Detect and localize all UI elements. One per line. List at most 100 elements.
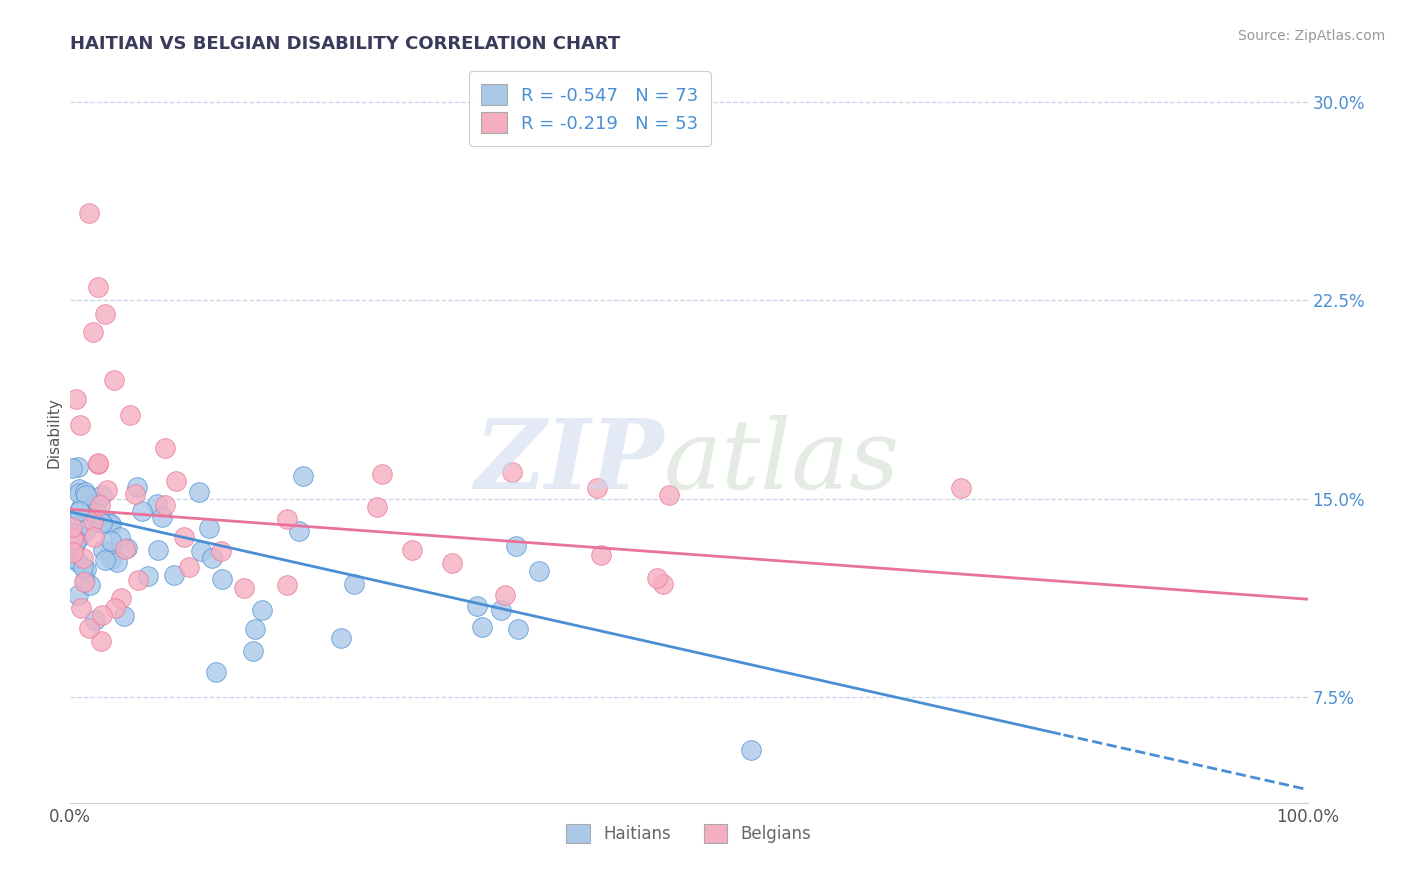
Point xyxy=(87,457,110,471)
Point xyxy=(950,481,973,495)
Point xyxy=(291,469,314,483)
Point xyxy=(86,494,108,508)
Point xyxy=(79,621,101,635)
Point xyxy=(69,417,91,432)
Point xyxy=(63,537,86,551)
Point xyxy=(494,588,516,602)
Point xyxy=(98,517,121,532)
Point xyxy=(98,516,121,531)
Point xyxy=(60,461,83,475)
Y-axis label: Disability: Disability xyxy=(46,397,62,468)
Point xyxy=(89,499,111,513)
Point xyxy=(188,484,211,499)
Point xyxy=(67,460,90,475)
Point xyxy=(645,571,668,585)
Point xyxy=(201,551,224,566)
Point xyxy=(150,509,173,524)
Point xyxy=(67,486,90,500)
Point xyxy=(91,516,114,531)
Point xyxy=(242,643,264,657)
Legend: Haitians, Belgians: Haitians, Belgians xyxy=(560,817,818,850)
Point xyxy=(73,574,96,589)
Point xyxy=(371,467,394,482)
Point xyxy=(100,533,122,548)
Point xyxy=(330,631,353,645)
Point xyxy=(163,567,186,582)
Point xyxy=(82,325,104,339)
Point xyxy=(110,530,132,544)
Point xyxy=(84,613,107,627)
Point xyxy=(125,480,148,494)
Point xyxy=(83,530,105,544)
Point xyxy=(75,574,97,588)
Point xyxy=(146,497,169,511)
Point xyxy=(93,553,115,567)
Point xyxy=(75,562,97,576)
Point xyxy=(83,515,105,529)
Point xyxy=(75,485,97,500)
Point xyxy=(105,555,128,569)
Point xyxy=(65,392,87,406)
Point xyxy=(62,531,84,545)
Point xyxy=(205,665,228,680)
Point xyxy=(82,515,104,529)
Point xyxy=(69,528,91,542)
Point xyxy=(67,503,90,517)
Point xyxy=(245,623,267,637)
Point xyxy=(146,543,169,558)
Point xyxy=(104,601,127,615)
Point xyxy=(131,504,153,518)
Point xyxy=(66,533,89,547)
Point xyxy=(90,488,112,502)
Point xyxy=(652,576,675,591)
Point xyxy=(211,572,233,586)
Text: HAITIAN VS BELGIAN DISABILITY CORRELATION CHART: HAITIAN VS BELGIAN DISABILITY CORRELATIO… xyxy=(70,35,620,53)
Point xyxy=(98,544,121,558)
Point xyxy=(740,743,762,757)
Text: ZIP: ZIP xyxy=(475,416,664,509)
Point xyxy=(62,533,84,547)
Point xyxy=(62,525,84,540)
Point xyxy=(76,488,98,502)
Point xyxy=(110,591,132,605)
Point xyxy=(96,483,118,497)
Point xyxy=(501,465,523,479)
Point xyxy=(440,556,463,570)
Point xyxy=(103,373,125,387)
Point xyxy=(343,576,366,591)
Point xyxy=(471,619,494,633)
Text: Source: ZipAtlas.com: Source: ZipAtlas.com xyxy=(1237,29,1385,43)
Point xyxy=(209,544,232,558)
Point xyxy=(165,475,187,489)
Point xyxy=(66,556,89,570)
Point xyxy=(124,487,146,501)
Point xyxy=(75,523,97,537)
Point xyxy=(505,539,527,553)
Point xyxy=(72,550,94,565)
Point xyxy=(491,603,513,617)
Point xyxy=(117,541,139,555)
Point xyxy=(155,498,177,512)
Point xyxy=(94,307,117,321)
Point xyxy=(527,564,550,578)
Point xyxy=(506,622,529,636)
Point xyxy=(69,500,91,514)
Point xyxy=(112,609,135,624)
Point xyxy=(87,456,110,470)
Point xyxy=(401,542,423,557)
Point xyxy=(86,280,108,294)
Point xyxy=(658,487,681,501)
Point xyxy=(66,588,89,602)
Point xyxy=(114,542,136,557)
Point xyxy=(250,603,273,617)
Point xyxy=(72,560,94,574)
Point xyxy=(155,441,177,455)
Point xyxy=(100,552,122,566)
Point xyxy=(79,578,101,592)
Point xyxy=(60,520,83,534)
Point xyxy=(177,559,200,574)
Point xyxy=(589,548,612,562)
Point xyxy=(77,206,100,220)
Point xyxy=(276,512,298,526)
Point xyxy=(62,543,84,558)
